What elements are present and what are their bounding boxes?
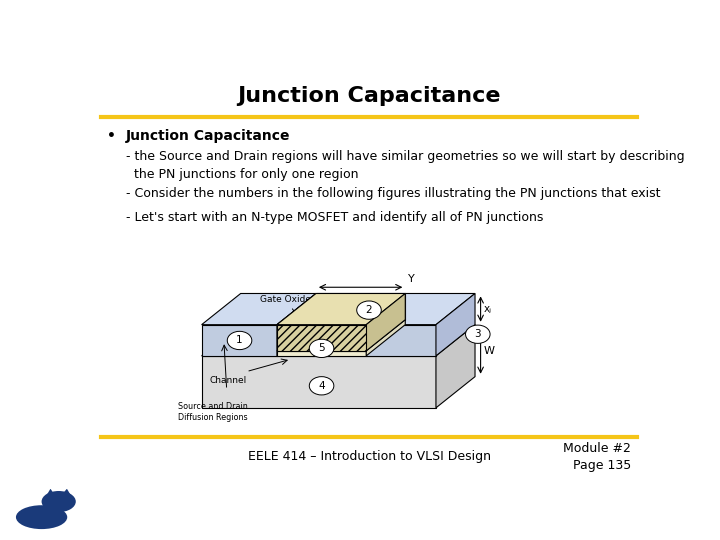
Polygon shape (202, 356, 436, 408)
Text: Junction Capacitance: Junction Capacitance (126, 129, 291, 143)
Polygon shape (436, 325, 475, 408)
Polygon shape (366, 320, 405, 356)
Text: Channel: Channel (210, 376, 247, 385)
Polygon shape (366, 325, 436, 356)
Polygon shape (277, 325, 366, 351)
Text: Y: Y (408, 274, 415, 284)
Circle shape (466, 325, 490, 343)
Text: - the Source and Drain regions will have similar geometries so we will start by : - the Source and Drain regions will have… (126, 150, 685, 181)
Polygon shape (60, 489, 73, 498)
Ellipse shape (16, 505, 67, 529)
Text: W: W (483, 346, 495, 356)
Polygon shape (316, 294, 405, 320)
Polygon shape (277, 320, 405, 351)
Text: xⱼ: xⱼ (483, 304, 491, 314)
Text: Source and Drain
Diffusion Regions: Source and Drain Diffusion Regions (178, 402, 248, 422)
Polygon shape (277, 294, 316, 356)
Text: 4: 4 (318, 381, 325, 391)
Circle shape (310, 339, 334, 357)
Text: 2: 2 (366, 305, 372, 315)
Text: •: • (107, 129, 116, 143)
Text: EELE 414 – Introduction to VLSI Design: EELE 414 – Introduction to VLSI Design (248, 450, 490, 463)
Text: 5: 5 (318, 343, 325, 353)
Polygon shape (202, 294, 316, 325)
Text: Gate Oxide: Gate Oxide (260, 295, 311, 320)
Polygon shape (366, 294, 405, 351)
Polygon shape (202, 325, 277, 356)
Text: Module #2
Page 135: Module #2 Page 135 (563, 442, 631, 472)
Circle shape (310, 377, 334, 395)
Text: - Consider the numbers in the following figures illustrating the PN junctions th: - Consider the numbers in the following … (126, 187, 661, 200)
Ellipse shape (42, 491, 76, 512)
Text: 3: 3 (474, 329, 481, 339)
Polygon shape (45, 489, 56, 498)
Circle shape (228, 332, 252, 349)
Text: Junction Capacitance: Junction Capacitance (238, 85, 500, 106)
Polygon shape (277, 294, 405, 325)
Polygon shape (436, 294, 475, 356)
Polygon shape (277, 351, 366, 356)
Text: - Let's start with an N-type MOSFET and identify all of PN junctions: - Let's start with an N-type MOSFET and … (126, 211, 544, 224)
Polygon shape (366, 294, 475, 325)
Circle shape (356, 301, 382, 319)
Text: 1: 1 (236, 335, 243, 346)
Polygon shape (202, 325, 475, 356)
